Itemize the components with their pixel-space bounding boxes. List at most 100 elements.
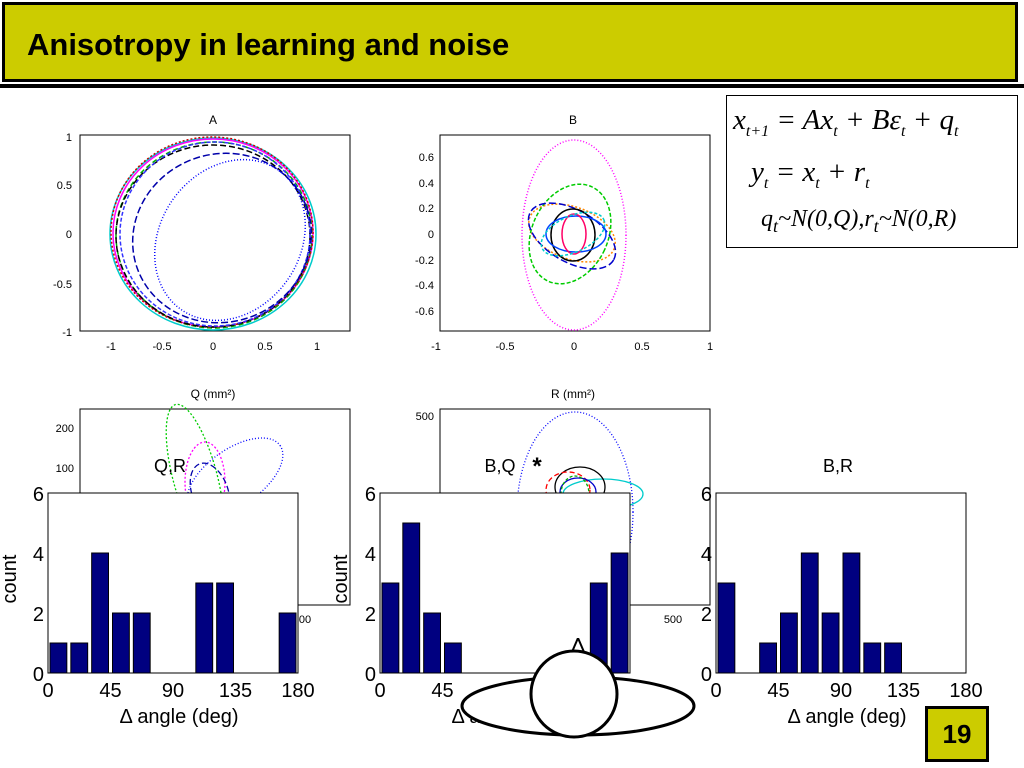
ellipse bbox=[550, 208, 596, 262]
panel-b-xtick: 0.5 bbox=[634, 341, 649, 353]
panel-b-xtick: 1 bbox=[707, 341, 713, 353]
panel-b-ytick: 0.4 bbox=[419, 178, 434, 190]
histogram-bar bbox=[195, 582, 214, 674]
histogram-br: B,R 0 2 4 6 0 45 90 135 180 Δ angle (deg) bbox=[701, 456, 983, 728]
panel-a: A -1 -0.5 0 0.5 1 -1 -0.5 0 0.5 1 bbox=[30, 108, 360, 358]
histogram-ytick: 0 bbox=[33, 664, 44, 686]
equation-box: xt+1 = Axt + Bεt + qt yt = xt + rt qt~N(… bbox=[726, 95, 1018, 248]
panel-a-ticks: -1 -0.5 0 0.5 1 -1 -0.5 0 0.5 1 bbox=[53, 132, 320, 353]
significance-star: * bbox=[532, 453, 542, 480]
histogram-axes bbox=[715, 492, 967, 674]
panel-q-ytick: 200 bbox=[56, 423, 74, 435]
histogram-xtick: 45 bbox=[431, 680, 453, 702]
ellipse bbox=[153, 158, 307, 322]
panel-a-xtick: 1 bbox=[314, 341, 320, 353]
histogram-title: B,R bbox=[823, 456, 853, 476]
histogram-bar bbox=[610, 552, 629, 674]
panel-a-xtick: -0.5 bbox=[153, 341, 172, 353]
histogram-axes bbox=[47, 492, 299, 674]
histogram-xtick: 45 bbox=[767, 680, 789, 702]
histogram-ytick: 0 bbox=[701, 664, 712, 686]
histogram-axes bbox=[379, 492, 631, 674]
ellipse bbox=[527, 202, 617, 270]
histogram-bar bbox=[444, 642, 462, 674]
histogram-xtick: 180 bbox=[281, 680, 314, 702]
histogram-xlabel: Δ angle (deg) bbox=[788, 706, 907, 728]
panel-q-title: Q (mm²) bbox=[191, 387, 236, 401]
panel-a-ytick: 0 bbox=[66, 229, 72, 241]
histogram-bar bbox=[132, 612, 151, 674]
histogram-bar bbox=[884, 642, 903, 674]
panel-a-ellipses bbox=[109, 136, 317, 331]
panel-a-title: A bbox=[209, 113, 217, 127]
histogram-bar bbox=[70, 642, 89, 674]
title-bar: Anisotropy in learning and noise bbox=[2, 2, 1018, 82]
histogram-bar bbox=[780, 612, 798, 674]
panel-b-ytick: -0.6 bbox=[415, 306, 434, 318]
equation-noise: qt~N(0,Q),rt~N(0,R) bbox=[761, 206, 957, 236]
histogram-bar bbox=[717, 582, 736, 674]
panel-a-axes bbox=[79, 134, 351, 332]
histogram-bar bbox=[402, 522, 421, 674]
panel-b-title: B bbox=[569, 113, 577, 127]
slide-title: Anisotropy in learning and noise bbox=[27, 27, 510, 62]
histogram-bar bbox=[759, 642, 778, 674]
histogram-title: B,Q bbox=[484, 456, 515, 476]
panel-b-ytick: -0.2 bbox=[415, 255, 434, 267]
ellipse bbox=[561, 213, 587, 255]
histogram-xtick: 0 bbox=[42, 680, 53, 702]
histogram-bar bbox=[49, 642, 68, 674]
histogram-ytick: 6 bbox=[33, 484, 44, 506]
histogram-ytick: 2 bbox=[365, 604, 376, 626]
panel-a-xtick: -1 bbox=[106, 341, 116, 353]
ellipse bbox=[131, 152, 313, 324]
ellipse bbox=[540, 211, 606, 257]
histogram-ytick: 4 bbox=[365, 544, 376, 566]
histogram-ylabel: count bbox=[330, 554, 352, 603]
histogram-title: Q,R bbox=[154, 456, 186, 476]
histogram-xtick: 90 bbox=[830, 680, 852, 702]
histogram-ytick: 4 bbox=[701, 544, 712, 566]
histogram-bar bbox=[863, 642, 882, 674]
panel-a-xtick: 0.5 bbox=[257, 341, 272, 353]
panel-a-ytick: 1 bbox=[66, 132, 72, 144]
panel-a-svg: A -1 -0.5 0 0.5 1 -1 -0.5 0 0.5 1 bbox=[53, 113, 351, 353]
panel-a-ytick: 0.5 bbox=[57, 180, 72, 192]
histogram-ytick: 2 bbox=[701, 604, 712, 626]
panel-b-svg: B -1 -0.5 0 0.5 1 -0.6 -0.4 -0.2 0 0.2 0… bbox=[415, 113, 713, 353]
panel-b-xtick: -1 bbox=[431, 341, 441, 353]
histogram-xtick: 90 bbox=[162, 680, 184, 702]
histogram-xtick: 180 bbox=[949, 680, 982, 702]
equation-state: xt+1 = Axt + Bεt + qt bbox=[733, 104, 959, 140]
panel-b-ytick: -0.4 bbox=[415, 280, 434, 292]
histogram-ytick: 2 bbox=[33, 604, 44, 626]
histogram-bar bbox=[842, 552, 861, 674]
histogram-ytick: 6 bbox=[701, 484, 712, 506]
histogram-qr: Q,R 0 2 4 6 0 45 90 135 180 Δ angle (deg) count bbox=[0, 456, 315, 728]
panel-q-ytick: 100 bbox=[56, 463, 74, 475]
panel-r-ticks: 500 500 bbox=[416, 411, 683, 626]
panel-b-ytick: 0.6 bbox=[419, 152, 434, 164]
ellipse bbox=[521, 139, 627, 331]
histogram-xtick: 0 bbox=[710, 680, 721, 702]
histogram-bar bbox=[216, 582, 235, 674]
panel-b-ticks: -1 -0.5 0 0.5 1 -0.6 -0.4 -0.2 0 0.2 0.4… bbox=[415, 152, 713, 353]
panel-b-xtick: -0.5 bbox=[496, 341, 515, 353]
histogram-bar bbox=[423, 612, 441, 674]
histogram-bar bbox=[112, 612, 130, 674]
panel-b-axes bbox=[439, 134, 711, 332]
panel-b: B -1 -0.5 0 0.5 1 -0.6 -0.4 -0.2 0 0.2 0… bbox=[390, 108, 720, 358]
head-circle bbox=[529, 649, 619, 739]
panel-b-ellipses bbox=[521, 139, 627, 331]
histogram-bar bbox=[278, 612, 297, 674]
ellipse bbox=[109, 137, 317, 331]
histogram-xtick: 135 bbox=[219, 680, 252, 702]
ellipse bbox=[119, 141, 311, 327]
histogram-ytick: 4 bbox=[33, 544, 44, 566]
page-number: 19 bbox=[925, 706, 989, 762]
panel-r-ytick: 500 bbox=[416, 411, 434, 423]
panel-a-ytick: -1 bbox=[62, 327, 72, 339]
panel-b-ytick: 0 bbox=[428, 229, 434, 241]
